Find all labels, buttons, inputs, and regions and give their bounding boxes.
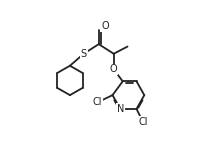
Text: N: N [117,104,124,114]
Text: Cl: Cl [138,117,148,127]
Text: O: O [110,64,117,74]
Text: O: O [101,21,109,31]
Text: Cl: Cl [93,97,102,107]
Text: S: S [81,49,87,59]
